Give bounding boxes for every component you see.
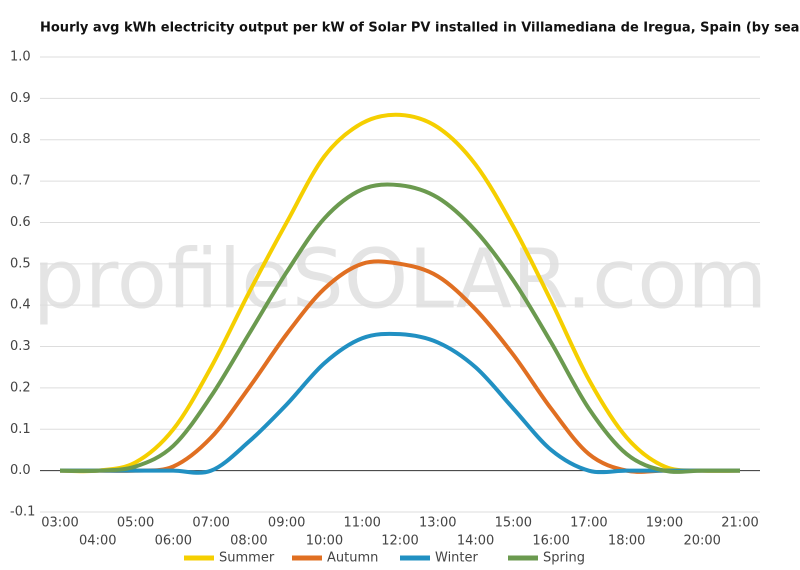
x-tick-label: 12:00 [381, 534, 418, 549]
x-tick-label: 09:00 [268, 516, 305, 531]
x-tick-label: 04:00 [79, 534, 116, 549]
x-tick-label: 10:00 [306, 534, 343, 549]
x-tick-label: 05:00 [117, 516, 154, 531]
x-tick-label: 08:00 [230, 534, 267, 549]
x-tick-label: 21:00 [721, 516, 758, 531]
y-tick-label: 0.3 [10, 339, 31, 354]
x-tick-label: 20:00 [683, 534, 720, 549]
x-tick-label: 06:00 [155, 534, 192, 549]
y-tick-label: -0.1 [10, 505, 35, 520]
y-tick-label: 0.4 [10, 298, 31, 313]
legend-label: Spring [543, 551, 585, 566]
y-tick-label: 0.0 [10, 463, 31, 478]
x-tick-label: 16:00 [532, 534, 569, 549]
chart-title: Hourly avg kWh electricity output per kW… [40, 21, 800, 36]
series-line [59, 182, 740, 474]
y-tick-label: 0.7 [10, 174, 31, 189]
legend-label: Summer [219, 551, 275, 566]
legend-label: Autumn [327, 551, 378, 566]
x-tick-label: 13:00 [419, 516, 456, 531]
x-tick-label: 11:00 [343, 516, 380, 531]
x-tick-label: 07:00 [192, 516, 229, 531]
series-line [59, 112, 741, 474]
x-tick-label: 18:00 [608, 534, 645, 549]
series-line [59, 331, 740, 475]
watermark: profileSOLAR.com [33, 232, 768, 327]
y-tick-label: 0.6 [10, 215, 31, 230]
x-tick-label: 14:00 [457, 534, 494, 549]
y-tick-label: 0.1 [10, 422, 31, 437]
y-tick-label: 0.8 [10, 132, 31, 147]
y-tick-label: 0.5 [10, 256, 31, 271]
y-tick-label: 0.2 [10, 380, 31, 395]
x-tick-label: 17:00 [570, 516, 607, 531]
legend-label: Winter [435, 551, 479, 566]
x-tick-label: 03:00 [41, 516, 78, 531]
x-tick-label: 15:00 [495, 516, 532, 531]
y-tick-label: 0.9 [10, 91, 31, 106]
y-tick-label: 1.0 [10, 50, 31, 65]
x-tick-label: 19:00 [646, 516, 683, 531]
